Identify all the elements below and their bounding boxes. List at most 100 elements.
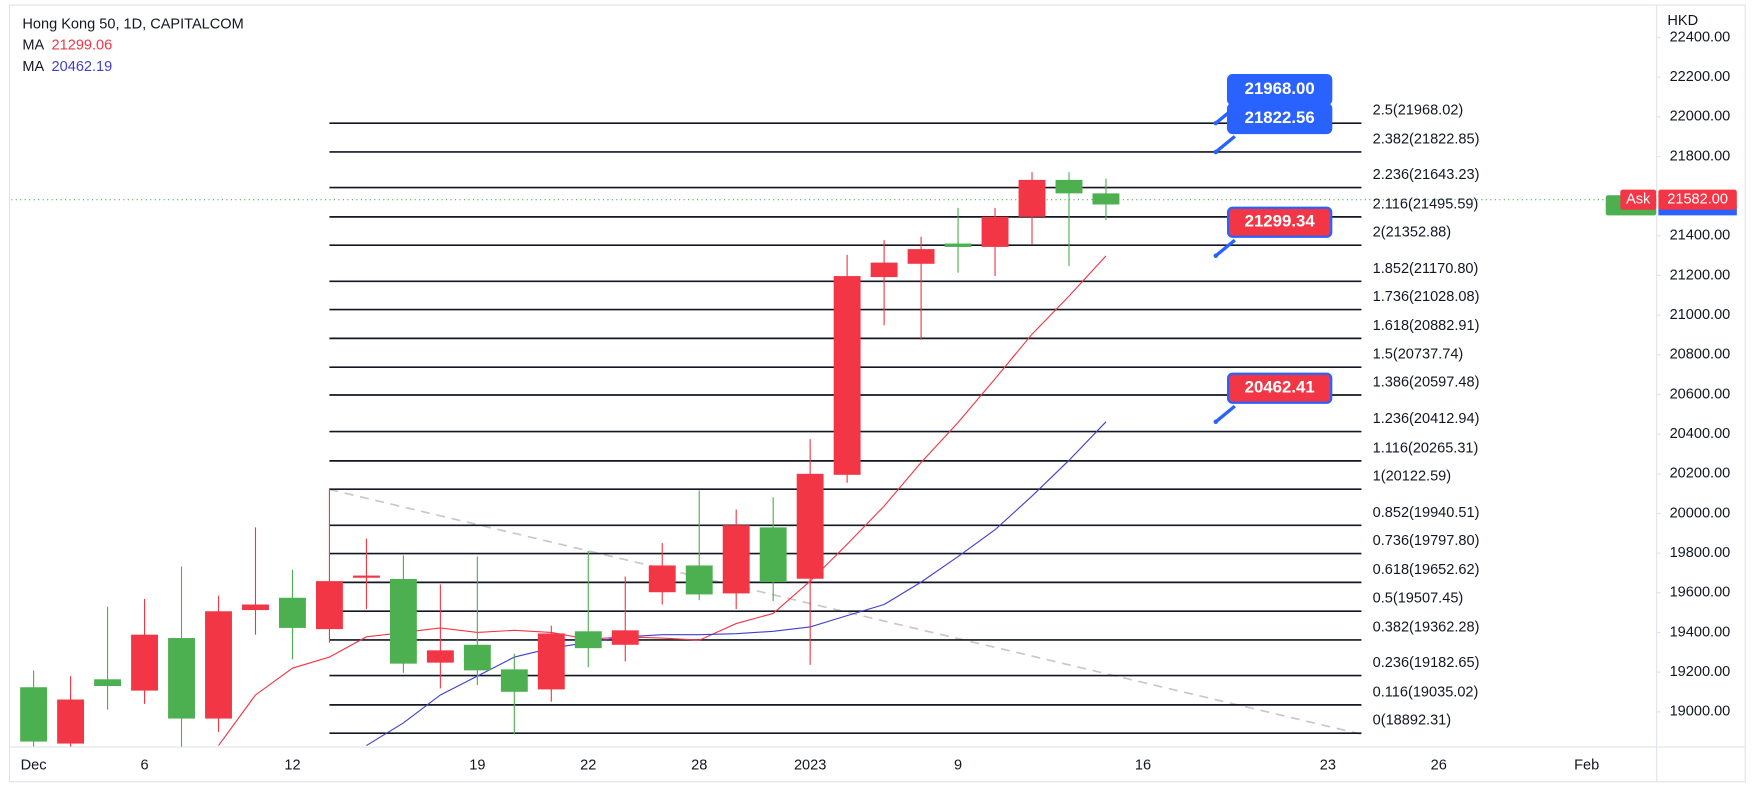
x-tick-label: 26 <box>1431 757 1447 773</box>
y-tick-label: 20200.00 <box>1670 466 1731 482</box>
candle-body <box>833 276 861 475</box>
fib-label: 0.116(19035.02) <box>1373 684 1479 700</box>
x-tick-label: 2023 <box>794 757 826 773</box>
fib-label: 0(18892.31) <box>1373 713 1451 729</box>
callout-box <box>1226 102 1333 135</box>
candle-body <box>537 633 565 690</box>
fib-label: 1(20122.59) <box>1373 469 1451 485</box>
y-tick-label: 21000.00 <box>1670 307 1731 323</box>
candle-body <box>500 669 528 692</box>
callout-label: 20462.41 <box>1245 378 1315 397</box>
candle-body <box>426 650 454 663</box>
y-tick-label: 20600.00 <box>1670 386 1731 402</box>
candle-body <box>1018 179 1046 217</box>
fib-label: 0.852(19940.51) <box>1373 505 1480 521</box>
candle-body <box>685 565 713 595</box>
legend-name: MA <box>22 59 44 75</box>
candle-body <box>722 525 750 594</box>
fib-label: 2.382(21822.85) <box>1373 132 1480 148</box>
y-tick-label: 19800.00 <box>1670 545 1731 561</box>
y-tick-label: 22200.00 <box>1670 69 1731 85</box>
fib-label: 0.5(19507.45) <box>1373 591 1464 607</box>
ask-value-box <box>1658 189 1737 210</box>
callout-pointer <box>1214 404 1236 424</box>
fib-label: 1.736(21028.08) <box>1373 289 1480 305</box>
y-tick-label: 21200.00 <box>1670 267 1731 283</box>
legend-value: 21299.06 <box>52 38 113 54</box>
fib-label: 1.116(20265.31) <box>1373 440 1479 456</box>
callout-box <box>1226 206 1333 238</box>
candle-body <box>94 679 122 687</box>
x-tick-label: 19 <box>469 757 485 773</box>
candle-body <box>389 578 417 664</box>
fib-label: 0.736(19797.80) <box>1373 533 1480 549</box>
x-tick-label: 6 <box>140 757 148 773</box>
ask-label: Ask <box>1626 192 1651 208</box>
fib-label: 1.236(20412.94) <box>1373 411 1480 427</box>
fib-label: 1.852(21170.80) <box>1373 261 1479 277</box>
fib-label: 0.236(19182.65) <box>1373 655 1480 671</box>
callout-anchor <box>1213 149 1219 155</box>
candle-body <box>759 527 787 583</box>
candle-body <box>870 262 898 278</box>
frame <box>8 4 1746 783</box>
ask-value: 21582.00 <box>1667 192 1728 208</box>
moving-average-line <box>218 255 1107 746</box>
x-tick-label: 12 <box>284 757 300 773</box>
candle-body <box>315 581 343 630</box>
fib-label: 0.618(19652.62) <box>1373 562 1480 578</box>
x-tick-label: 23 <box>1320 757 1336 773</box>
x-tick-label: Dec <box>21 757 47 773</box>
candle-body <box>168 638 195 719</box>
y-tick-label: 19000.00 <box>1670 704 1731 720</box>
callout-label: 21299.34 <box>1245 212 1316 231</box>
fib-label: 1.5(20737.74) <box>1373 347 1464 363</box>
candle-body <box>648 565 676 593</box>
bid-strip <box>1658 206 1737 216</box>
candle-body <box>279 597 306 628</box>
axis-unit: HKD <box>1667 13 1698 29</box>
y-tick-label: 22400.00 <box>1670 29 1731 45</box>
candle-body <box>352 575 380 578</box>
y-tick-label: 21800.00 <box>1670 148 1731 164</box>
y-tick-label: 19600.00 <box>1670 585 1731 601</box>
callout-pointer <box>1214 238 1236 258</box>
x-tick-label: 22 <box>580 757 596 773</box>
y-tick-label: 22000.00 <box>1670 109 1731 125</box>
candle-body <box>981 216 1009 247</box>
candle-body <box>131 634 158 691</box>
candle-body <box>57 699 85 744</box>
candle-body <box>611 630 639 645</box>
fib-label: 2(21352.88) <box>1373 225 1451 241</box>
fib-label: 2.116(21495.59) <box>1373 196 1479 212</box>
trend-line <box>329 488 1362 736</box>
callout-label: 21822.56 <box>1245 108 1315 127</box>
callout-box <box>1226 372 1333 404</box>
x-tick-label: 16 <box>1135 757 1151 773</box>
y-tick-label: 20800.00 <box>1670 347 1731 363</box>
y-tick-label: 20000.00 <box>1670 505 1731 521</box>
candle-body <box>796 473 824 579</box>
ask-label-box <box>1620 189 1657 210</box>
candle-body <box>1055 179 1083 194</box>
fib-label: 1.618(20882.91) <box>1373 318 1480 334</box>
y-tick-label: 19200.00 <box>1670 664 1731 680</box>
x-tick-label: 28 <box>691 757 707 773</box>
legend-name: MA <box>22 38 44 54</box>
candle-body <box>463 644 491 671</box>
candle-body <box>205 611 232 719</box>
candle-body <box>1092 193 1120 205</box>
x-tick-label: Feb <box>1574 757 1599 773</box>
y-tick-label: 21400.00 <box>1670 228 1731 244</box>
callout-label: 21968.00 <box>1245 79 1315 98</box>
callout-anchor <box>1213 419 1219 425</box>
fib-label: 0.382(19362.28) <box>1373 620 1480 636</box>
x-tick-label: 9 <box>954 757 962 773</box>
plot-area <box>11 122 1657 747</box>
fib-label: 2.5(21968.02) <box>1373 103 1464 119</box>
candle-body <box>20 687 48 742</box>
callout-anchor <box>1213 253 1219 259</box>
y-tick-label: 19400.00 <box>1670 624 1731 640</box>
